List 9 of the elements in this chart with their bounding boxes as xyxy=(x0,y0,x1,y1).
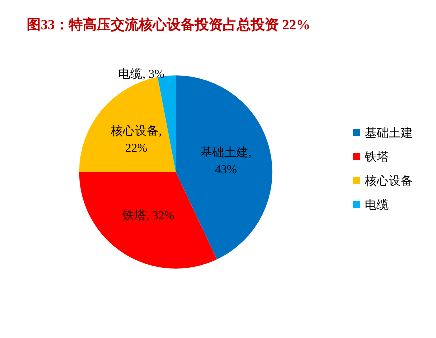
data-label: 核心设备, 22% xyxy=(110,124,162,156)
legend-label: 铁塔 xyxy=(364,150,389,164)
data-label: 基础土建, 43% xyxy=(200,146,252,177)
legend-label: 电缆 xyxy=(365,198,389,212)
data-label: 铁塔, 32% xyxy=(122,208,175,223)
legend-label: 核心设备 xyxy=(364,174,413,188)
legend-label: 基础土建 xyxy=(365,126,413,140)
chart-title: 图33：特高压交流核心设备投资占总投资 22% xyxy=(27,16,310,34)
data-label: 电缆, 3% xyxy=(118,67,165,82)
